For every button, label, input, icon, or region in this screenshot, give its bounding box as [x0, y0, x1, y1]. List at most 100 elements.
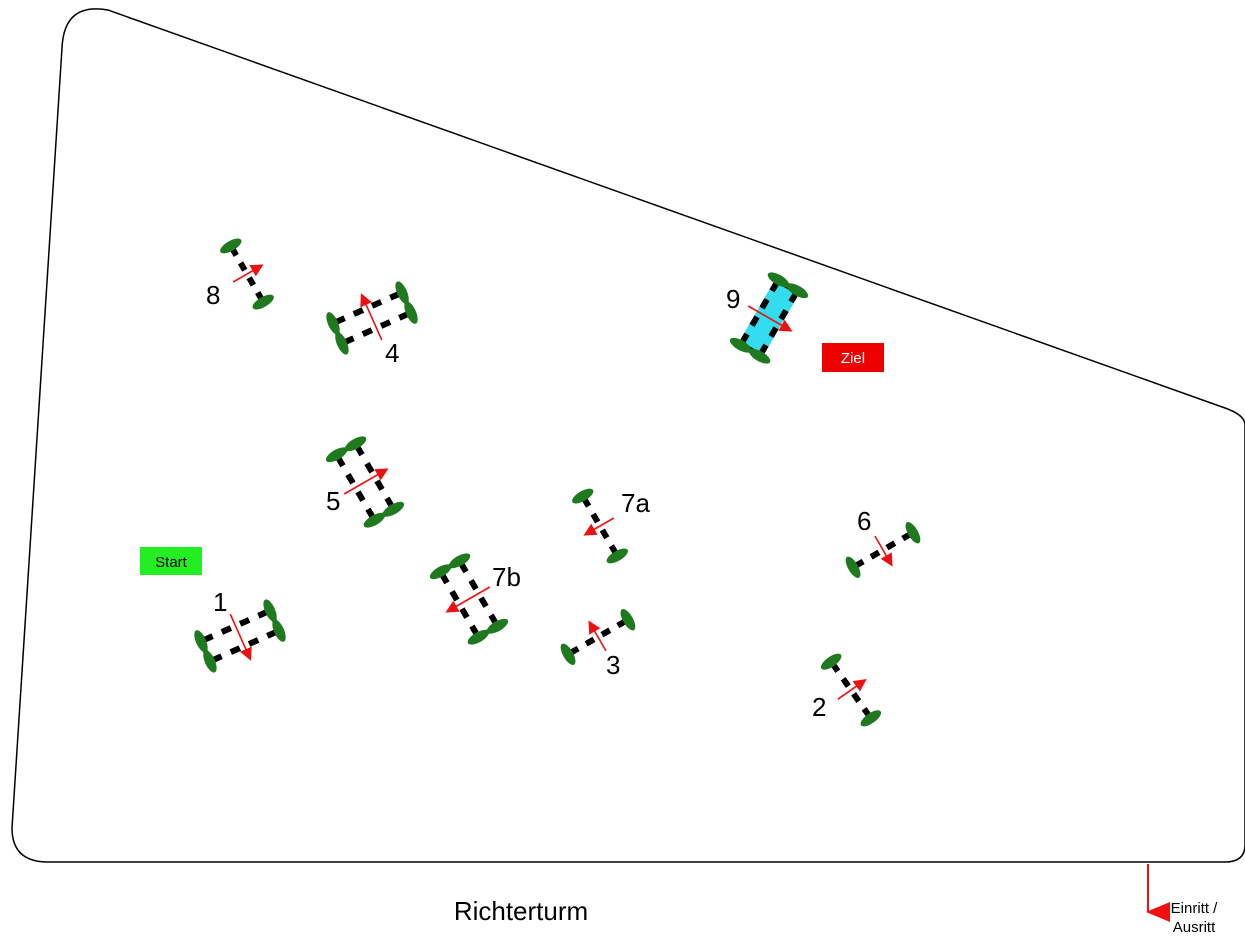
pole-1: [758, 291, 799, 356]
pole-1-segment: [856, 699, 867, 711]
pole-1-segment: [379, 487, 390, 500]
obstacle-7a: [572, 488, 628, 564]
pole-1-segment: [374, 479, 385, 491]
pole-2-segment: [444, 581, 455, 594]
pole-1-segment: [478, 596, 489, 608]
jump-standard: [820, 653, 842, 670]
obstacle-3: [560, 609, 636, 665]
jump-wing: [773, 275, 803, 295]
pole-2-segment: [229, 645, 242, 655]
jump-standard: [252, 294, 274, 310]
pole-2-segment: [759, 298, 770, 310]
standard-pair: [429, 553, 471, 580]
jump-standard: [860, 710, 882, 727]
standard-pair: [363, 501, 405, 528]
pole-2-segment: [256, 633, 269, 643]
pole-2-segment: [360, 498, 371, 511]
pole-2-segment: [379, 319, 392, 329]
pole-2-segment: [449, 590, 460, 602]
pole-1-segment: [600, 627, 612, 638]
obstacle-4: [326, 281, 418, 355]
pole-2-segment: [388, 315, 401, 325]
pole-1-segment: [599, 528, 610, 540]
standard-pair: [767, 272, 809, 299]
pole-1-segment: [237, 261, 248, 272]
finish-marker-box: [822, 343, 884, 372]
obstacle-label-1: 1: [213, 587, 227, 617]
direction-arrow: [747, 305, 793, 332]
jump-wing: [735, 341, 765, 361]
pole-1-segment: [248, 613, 260, 623]
obstacle-label-3: 3: [606, 650, 620, 680]
pole-1-segment: [220, 625, 233, 635]
obstacle-label-9: 9: [726, 284, 740, 314]
judges-tower-label: Richterturm: [454, 896, 588, 926]
jump-standard: [560, 643, 576, 665]
pole-1-segment: [463, 570, 474, 583]
pole-2-segment: [247, 637, 260, 647]
standard-pair: [572, 488, 594, 504]
pole-1-segment: [246, 276, 257, 287]
standard-pair: [729, 337, 771, 364]
start-marker-box: [140, 547, 202, 575]
obstacle-6: [845, 522, 921, 578]
jump-standard: [845, 556, 861, 578]
pole-1-segment: [861, 554, 873, 565]
pole-2-segment: [459, 607, 470, 619]
pole-2-segment: [764, 289, 775, 302]
direction-arrow: [229, 613, 252, 661]
standard-pair: [606, 548, 628, 564]
pole-1-segment: [576, 641, 588, 652]
pole-1-segment: [590, 512, 601, 524]
obstacle-2: [820, 653, 882, 727]
pole-2-segment: [464, 615, 475, 628]
obstacle-1: [194, 599, 286, 673]
standard-pair: [395, 281, 418, 324]
jump-wing: [329, 317, 346, 349]
pole-2-segment: [220, 649, 232, 659]
obstacle-label-2: 2: [812, 692, 826, 722]
pole-1-segment: [869, 549, 881, 560]
pole-2-segment: [744, 323, 755, 336]
finish-marker-label: Ziel: [841, 350, 865, 367]
jump-standard: [620, 609, 636, 631]
pole-1-segment: [250, 283, 261, 295]
pole-1-segment: [238, 617, 251, 627]
pole-1: [202, 608, 269, 643]
standard-pair: [845, 556, 861, 578]
pole-1-segment: [380, 295, 392, 305]
obstacle-label-6: 6: [857, 506, 871, 536]
pole-2-segment: [352, 331, 364, 341]
obstacle-label-7b: 7b: [492, 562, 521, 592]
jump-wing: [369, 505, 399, 525]
pole-2-segment: [749, 315, 760, 327]
pole-2-segment: [345, 473, 356, 485]
pole-1-segment: [893, 535, 905, 546]
pole-2-segment: [361, 327, 374, 337]
standard-pair: [467, 618, 509, 645]
pole-1-segment: [835, 669, 846, 681]
obstacle-label-7a: 7a: [621, 488, 650, 518]
pole-1-segment: [370, 299, 383, 309]
jump-wing: [435, 556, 465, 576]
standard-pair: [220, 238, 242, 254]
start-marker: Start: [140, 547, 202, 575]
standard-pair: [326, 312, 349, 355]
standard-pair: [820, 653, 842, 670]
pole-1-segment: [364, 462, 375, 474]
jump-wing: [331, 439, 361, 459]
pole-1-segment: [211, 629, 224, 639]
pole-1-segment: [851, 692, 862, 703]
pole-1-segment: [352, 307, 365, 317]
pole-1-segment: [483, 604, 494, 617]
jump-standard: [572, 488, 594, 504]
obstacle-8: [220, 238, 274, 310]
direction-arrow: [874, 535, 893, 567]
pole-2-segment: [355, 490, 366, 502]
standard-pair: [252, 294, 274, 310]
direction-arrow: [583, 517, 615, 536]
pole-1-segment: [233, 253, 244, 265]
pole-1-segment: [768, 326, 779, 338]
pole-1: [581, 496, 619, 556]
